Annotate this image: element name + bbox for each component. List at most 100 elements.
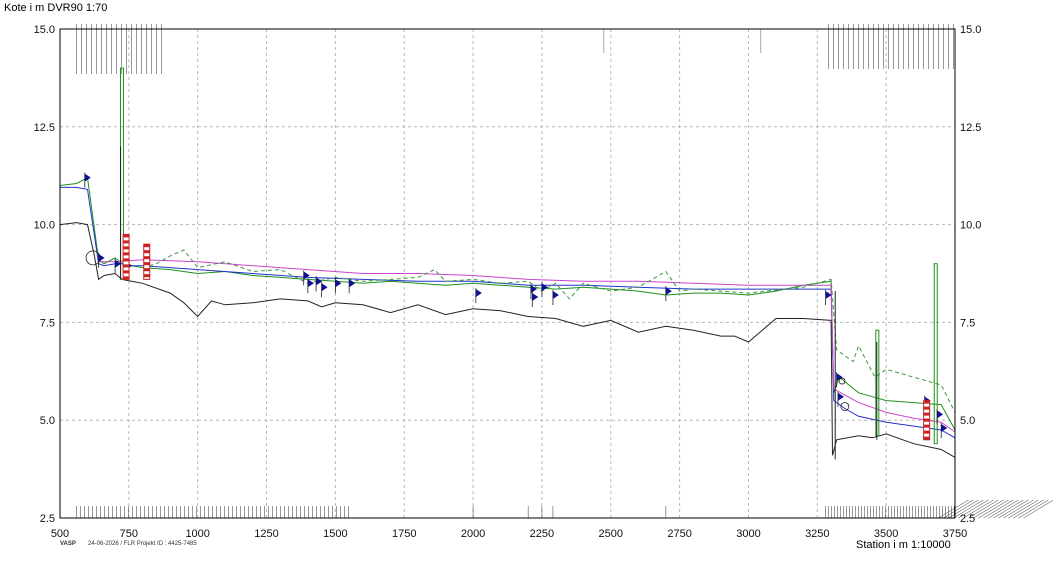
red-marker	[143, 243, 151, 280]
y-tick-label-right: 5.0	[960, 415, 975, 427]
annotation-tick	[988, 499, 1019, 519]
well-marker	[541, 283, 548, 292]
feature-circle	[840, 402, 850, 411]
annotation-tick	[968, 499, 999, 519]
annotation-tick	[978, 499, 1009, 519]
bottom-station-annotations	[76, 499, 1053, 519]
x-tick-label: 3250	[805, 528, 829, 540]
well-markers	[84, 172, 948, 441]
y-tick-label-right: 2.5	[960, 513, 975, 525]
series-line-green_dashed	[142, 249, 956, 413]
annotation-tick	[953, 499, 984, 519]
y-tick-label-left: 12.5	[34, 122, 55, 134]
annotation-tick	[1013, 499, 1044, 519]
annotation-tick	[963, 499, 994, 519]
green-spike	[933, 263, 938, 445]
plot-frame	[59, 28, 956, 519]
well-marker	[84, 173, 91, 182]
y-tick-label-left: 7.5	[40, 317, 55, 329]
x-tick-label: 750	[120, 528, 138, 540]
y-tick-label-left: 10.0	[34, 220, 55, 232]
red-marker-segment	[143, 244, 150, 248]
project-info: 24-06-2026 / FLR Projekt ID : 4425-7485	[88, 541, 197, 547]
well-marker	[303, 271, 310, 280]
series-line-green	[59, 176, 956, 431]
x-tick-label: 2000	[461, 528, 485, 540]
x-tick-label: 3750	[943, 528, 967, 540]
annotation-tick	[973, 499, 1004, 519]
x-tick-label: 3000	[736, 528, 760, 540]
well-marker	[475, 289, 482, 298]
annotation-tick	[938, 499, 969, 519]
well-marker	[665, 287, 672, 296]
y-tick-label-left: 5.0	[40, 415, 55, 427]
x-tick-label: 2500	[599, 528, 623, 540]
vasp-label: VASP	[60, 541, 76, 547]
grid-lines	[60, 29, 955, 518]
red-marker-segment	[923, 436, 930, 440]
well-marker	[335, 279, 342, 288]
well-marker	[837, 392, 844, 401]
annotation-tick	[998, 499, 1029, 519]
well-marker	[937, 410, 944, 419]
x-tick-label: 2250	[530, 528, 554, 540]
green-spike	[875, 329, 880, 437]
well-marker	[836, 373, 843, 382]
annotation-tick	[993, 499, 1024, 519]
annotation-tick	[1008, 499, 1039, 519]
feature-circle	[838, 377, 846, 385]
x-tick-label: 500	[51, 528, 69, 540]
x-tick-label: 1250	[254, 528, 278, 540]
y-tick-label-left: 15.0	[34, 24, 55, 36]
red-marker-segment	[123, 240, 130, 244]
annotation-tick	[1023, 499, 1053, 519]
red-marker-segment	[143, 274, 150, 278]
series-line-magenta	[98, 259, 956, 433]
red-marker-segment	[143, 256, 150, 260]
x-tick-label: 2750	[667, 528, 691, 540]
well-marker	[316, 277, 323, 286]
red-marker-segment	[923, 418, 930, 422]
series-lines	[59, 67, 956, 460]
red-marker-segment	[123, 252, 130, 256]
red-marker-segment	[123, 234, 130, 238]
red-marker-segment	[123, 270, 130, 274]
red-marker-segment	[923, 406, 930, 410]
x-tick-label: 1500	[323, 528, 347, 540]
red-marker-segment	[123, 264, 130, 268]
x-tick-label: 1000	[185, 528, 209, 540]
red-marker-segment	[123, 276, 130, 280]
series-line-terrain	[59, 222, 956, 458]
annotation-tick	[958, 499, 989, 519]
well-marker	[321, 283, 328, 292]
red-marker-segment	[923, 412, 930, 416]
annotation-tick	[1003, 499, 1034, 519]
red-marker-segment	[143, 268, 150, 272]
annotation-tick	[983, 499, 1014, 519]
well-marker	[307, 279, 314, 288]
well-marker	[349, 279, 356, 288]
well-marker	[825, 291, 832, 300]
x-tick-label: 3500	[874, 528, 898, 540]
y-axis-title: Kote i m DVR90 1:70	[4, 2, 108, 14]
top-station-annotations	[76, 24, 954, 74]
red-marker-segment	[143, 250, 150, 254]
y-tick-label-left: 2.5	[40, 513, 55, 525]
x-tick-label: 1750	[392, 528, 416, 540]
y-tick-label-right: 15.0	[960, 24, 981, 36]
y-tick-label-right: 7.5	[960, 317, 975, 329]
well-marker	[530, 285, 537, 294]
well-marker	[532, 292, 539, 301]
well-marker	[552, 291, 559, 300]
y-tick-label-right: 12.5	[960, 122, 981, 134]
x-axis-title: Station i m 1:10000	[856, 539, 951, 551]
well-marker	[115, 259, 122, 268]
red-marker-segment	[123, 258, 130, 262]
red-marker-segment	[923, 400, 930, 404]
axis-tick-labels: 500 750 1000 1250 1500 1750 2000 2250 2500 2750 30…	[34, 24, 982, 540]
red-marker-segment	[143, 262, 150, 266]
annotation-tick	[943, 499, 974, 519]
red-marker-segment	[923, 430, 930, 434]
